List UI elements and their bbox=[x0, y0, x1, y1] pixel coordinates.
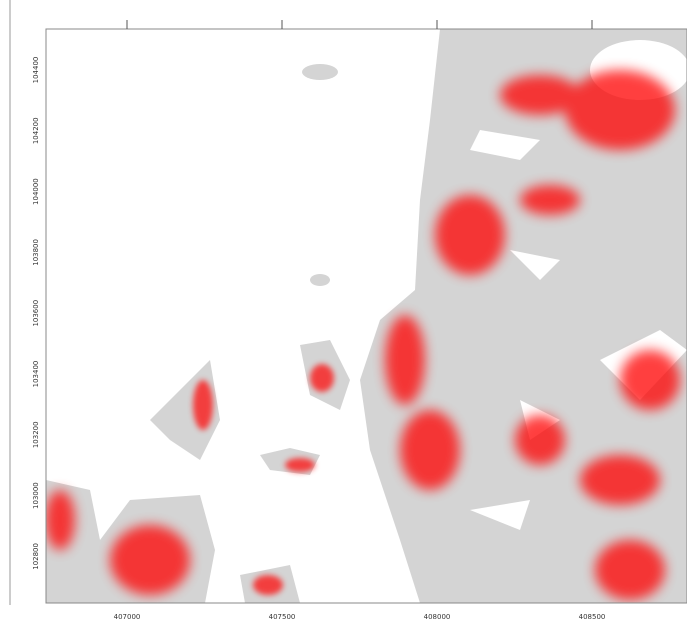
y-tick-label: 103800 bbox=[32, 239, 40, 266]
terrain bbox=[45, 29, 687, 603]
y-tick-label: 103200 bbox=[32, 421, 40, 448]
y-tick-label: 102800 bbox=[32, 543, 40, 570]
y-tick-label: 103600 bbox=[32, 300, 40, 327]
x-tick-label: 407000 bbox=[114, 613, 141, 621]
y-tick-label: 103000 bbox=[32, 482, 40, 509]
map-view: 407000 407500 408000 408500 104400 104200 1040… bbox=[0, 0, 687, 629]
y-tick-label: 104200 bbox=[32, 117, 40, 144]
x-tick-label: 408500 bbox=[579, 613, 606, 621]
y-tick-label: 103400 bbox=[32, 361, 40, 388]
y-tick-label: 104000 bbox=[32, 178, 40, 205]
x-tick-label: 408000 bbox=[424, 613, 451, 621]
y-tick-label: 104400 bbox=[32, 57, 40, 84]
x-tick-label: 407500 bbox=[269, 613, 296, 621]
